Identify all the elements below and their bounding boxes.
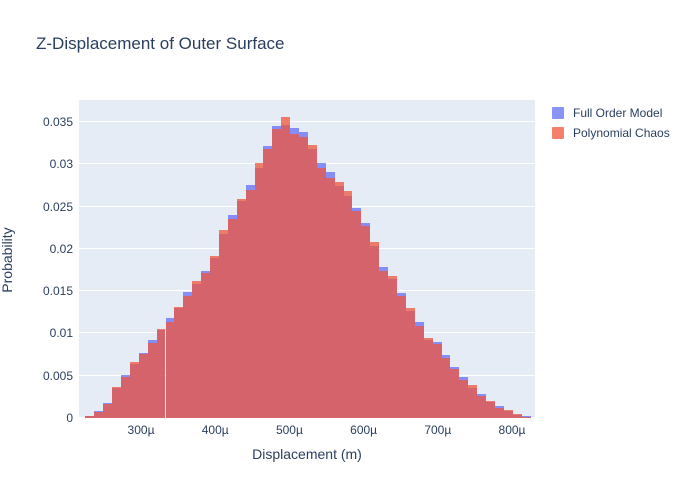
histogram-bar xyxy=(183,296,193,418)
legend-label-polynomial-chaos: Polynomial Chaos xyxy=(573,126,670,140)
legend-label-full-order-model: Full Order Model xyxy=(573,106,663,120)
histogram-bar xyxy=(236,198,246,418)
histogram-bar xyxy=(307,144,317,418)
histogram-bar xyxy=(254,162,264,418)
histogram-bar xyxy=(370,242,380,418)
histogram-bar xyxy=(174,307,184,418)
histogram-bar xyxy=(120,377,130,418)
histogram-bar xyxy=(486,401,495,418)
y-tick-label: 0.035 xyxy=(42,114,73,129)
legend: Full Order Model Polynomial Chaos xyxy=(552,103,670,143)
histogram-bar xyxy=(299,137,308,418)
histogram-bar xyxy=(272,128,282,418)
x-tick-label: 800µ xyxy=(498,423,526,437)
x-tick-label: 300µ xyxy=(127,423,155,437)
plot-area[interactable] xyxy=(79,100,535,418)
x-axis-title: Displacement (m) xyxy=(252,446,362,462)
gridline xyxy=(79,121,535,122)
histogram-bar xyxy=(405,308,415,418)
x-tick-label: 700µ xyxy=(424,423,452,437)
histogram-bar xyxy=(325,177,335,418)
histogram-bar xyxy=(156,329,166,418)
histogram-bar xyxy=(414,325,424,418)
y-tick-label: 0.025 xyxy=(42,199,73,214)
histogram-bar xyxy=(379,270,389,418)
histogram-bar xyxy=(210,255,219,418)
histogram-bar xyxy=(503,410,513,418)
y-tick-label: 0.005 xyxy=(42,368,73,383)
legend-item-full-order-model[interactable]: Full Order Model xyxy=(552,103,670,123)
histogram-bar xyxy=(343,191,353,418)
histogram-bar xyxy=(432,344,442,418)
x-tick-label: 400µ xyxy=(201,423,229,437)
histogram-bar xyxy=(218,230,228,418)
x-tick-label: 500µ xyxy=(275,423,303,437)
y-axis-title: Probability xyxy=(0,227,15,293)
histogram-bar xyxy=(85,416,95,418)
legend-swatch-full-order-model-icon xyxy=(552,107,564,119)
legend-item-polynomial-chaos[interactable]: Polynomial Chaos xyxy=(552,123,670,143)
histogram-bar xyxy=(521,417,531,418)
histogram-bar xyxy=(112,386,121,418)
histogram-bar xyxy=(459,379,469,418)
y-tick-label: 0.03 xyxy=(49,157,73,172)
histogram-bar xyxy=(94,412,104,418)
histogram-bar xyxy=(290,133,300,418)
histogram-bar xyxy=(316,167,326,418)
series-polynomial-chaos-bars xyxy=(79,100,535,418)
histogram-bar xyxy=(468,385,478,418)
histogram-bar xyxy=(129,362,139,418)
histogram-bar xyxy=(147,342,157,418)
histogram-bar xyxy=(512,413,522,418)
y-tick-label: 0.02 xyxy=(49,241,73,256)
histogram-bar xyxy=(201,273,210,418)
histogram-bar xyxy=(103,403,113,418)
y-tick-label: 0.01 xyxy=(49,326,73,341)
y-tick-label: 0.015 xyxy=(42,284,73,299)
histogram-bar xyxy=(245,189,255,418)
histogram-bar xyxy=(165,321,175,418)
histogram-bar xyxy=(494,407,504,418)
histogram-bar xyxy=(334,182,344,418)
histogram-bar xyxy=(352,210,362,418)
chart-title: Z-Displacement of Outer Surface xyxy=(36,34,285,53)
y-tick-label: 0 xyxy=(66,411,73,425)
histogram-bar xyxy=(477,396,487,418)
x-tick-label: 600µ xyxy=(350,423,378,437)
histogram-bar xyxy=(450,368,460,418)
histogram-bar xyxy=(263,149,273,418)
histogram-bar xyxy=(388,275,397,418)
histogram-bar xyxy=(423,337,433,418)
histogram-bar xyxy=(396,296,406,418)
histogram-bar xyxy=(441,357,451,418)
histogram-bar xyxy=(227,219,237,418)
histogram-bar xyxy=(361,226,371,418)
histogram-bar xyxy=(281,116,291,418)
legend-swatch-polynomial-chaos-icon xyxy=(552,127,564,139)
histogram-bar xyxy=(192,280,202,418)
histogram-bar xyxy=(138,353,148,418)
